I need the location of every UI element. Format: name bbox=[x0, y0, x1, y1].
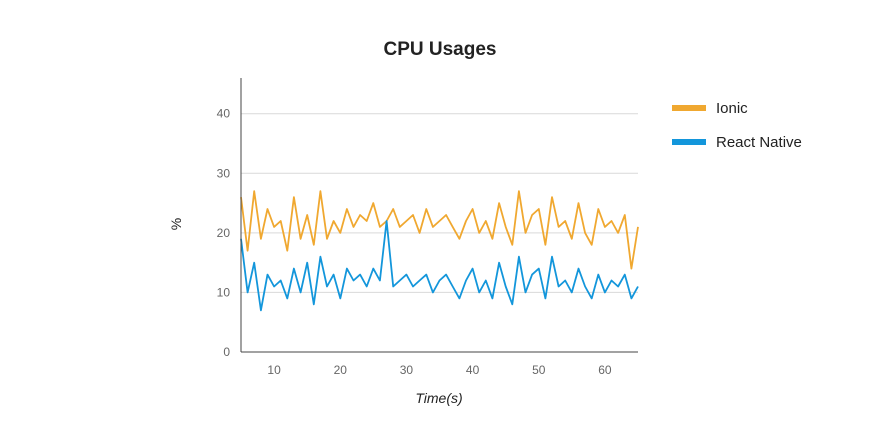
x-tick-label: 10 bbox=[267, 363, 281, 377]
legend: Ionic React Native bbox=[672, 100, 802, 151]
legend-label: Ionic bbox=[716, 100, 748, 117]
x-axis-label: Time(s) bbox=[415, 390, 462, 406]
legend-label: React Native bbox=[716, 134, 802, 151]
x-tick-label: 60 bbox=[598, 363, 612, 377]
y-tick-label: 30 bbox=[217, 166, 231, 180]
x-tick-label: 50 bbox=[532, 363, 546, 377]
x-tick-label: 40 bbox=[466, 363, 480, 377]
y-tick-label: 20 bbox=[217, 226, 231, 240]
x-axis-ticks: 10 20 30 40 50 60 bbox=[267, 363, 612, 377]
y-axis-ticks: 0 10 20 30 40 bbox=[217, 107, 231, 359]
series-line-ionic bbox=[240, 190, 639, 270]
series-lines bbox=[240, 190, 639, 312]
x-tick-label: 20 bbox=[334, 363, 348, 377]
x-tick-label: 30 bbox=[400, 363, 414, 377]
y-tick-label: 40 bbox=[217, 107, 231, 121]
chart-title: CPU Usages bbox=[384, 39, 497, 60]
y-tick-label: 0 bbox=[223, 345, 230, 359]
series-line-react-native bbox=[240, 220, 639, 312]
y-axis-label: % bbox=[168, 218, 184, 230]
y-tick-label: 10 bbox=[217, 285, 231, 299]
